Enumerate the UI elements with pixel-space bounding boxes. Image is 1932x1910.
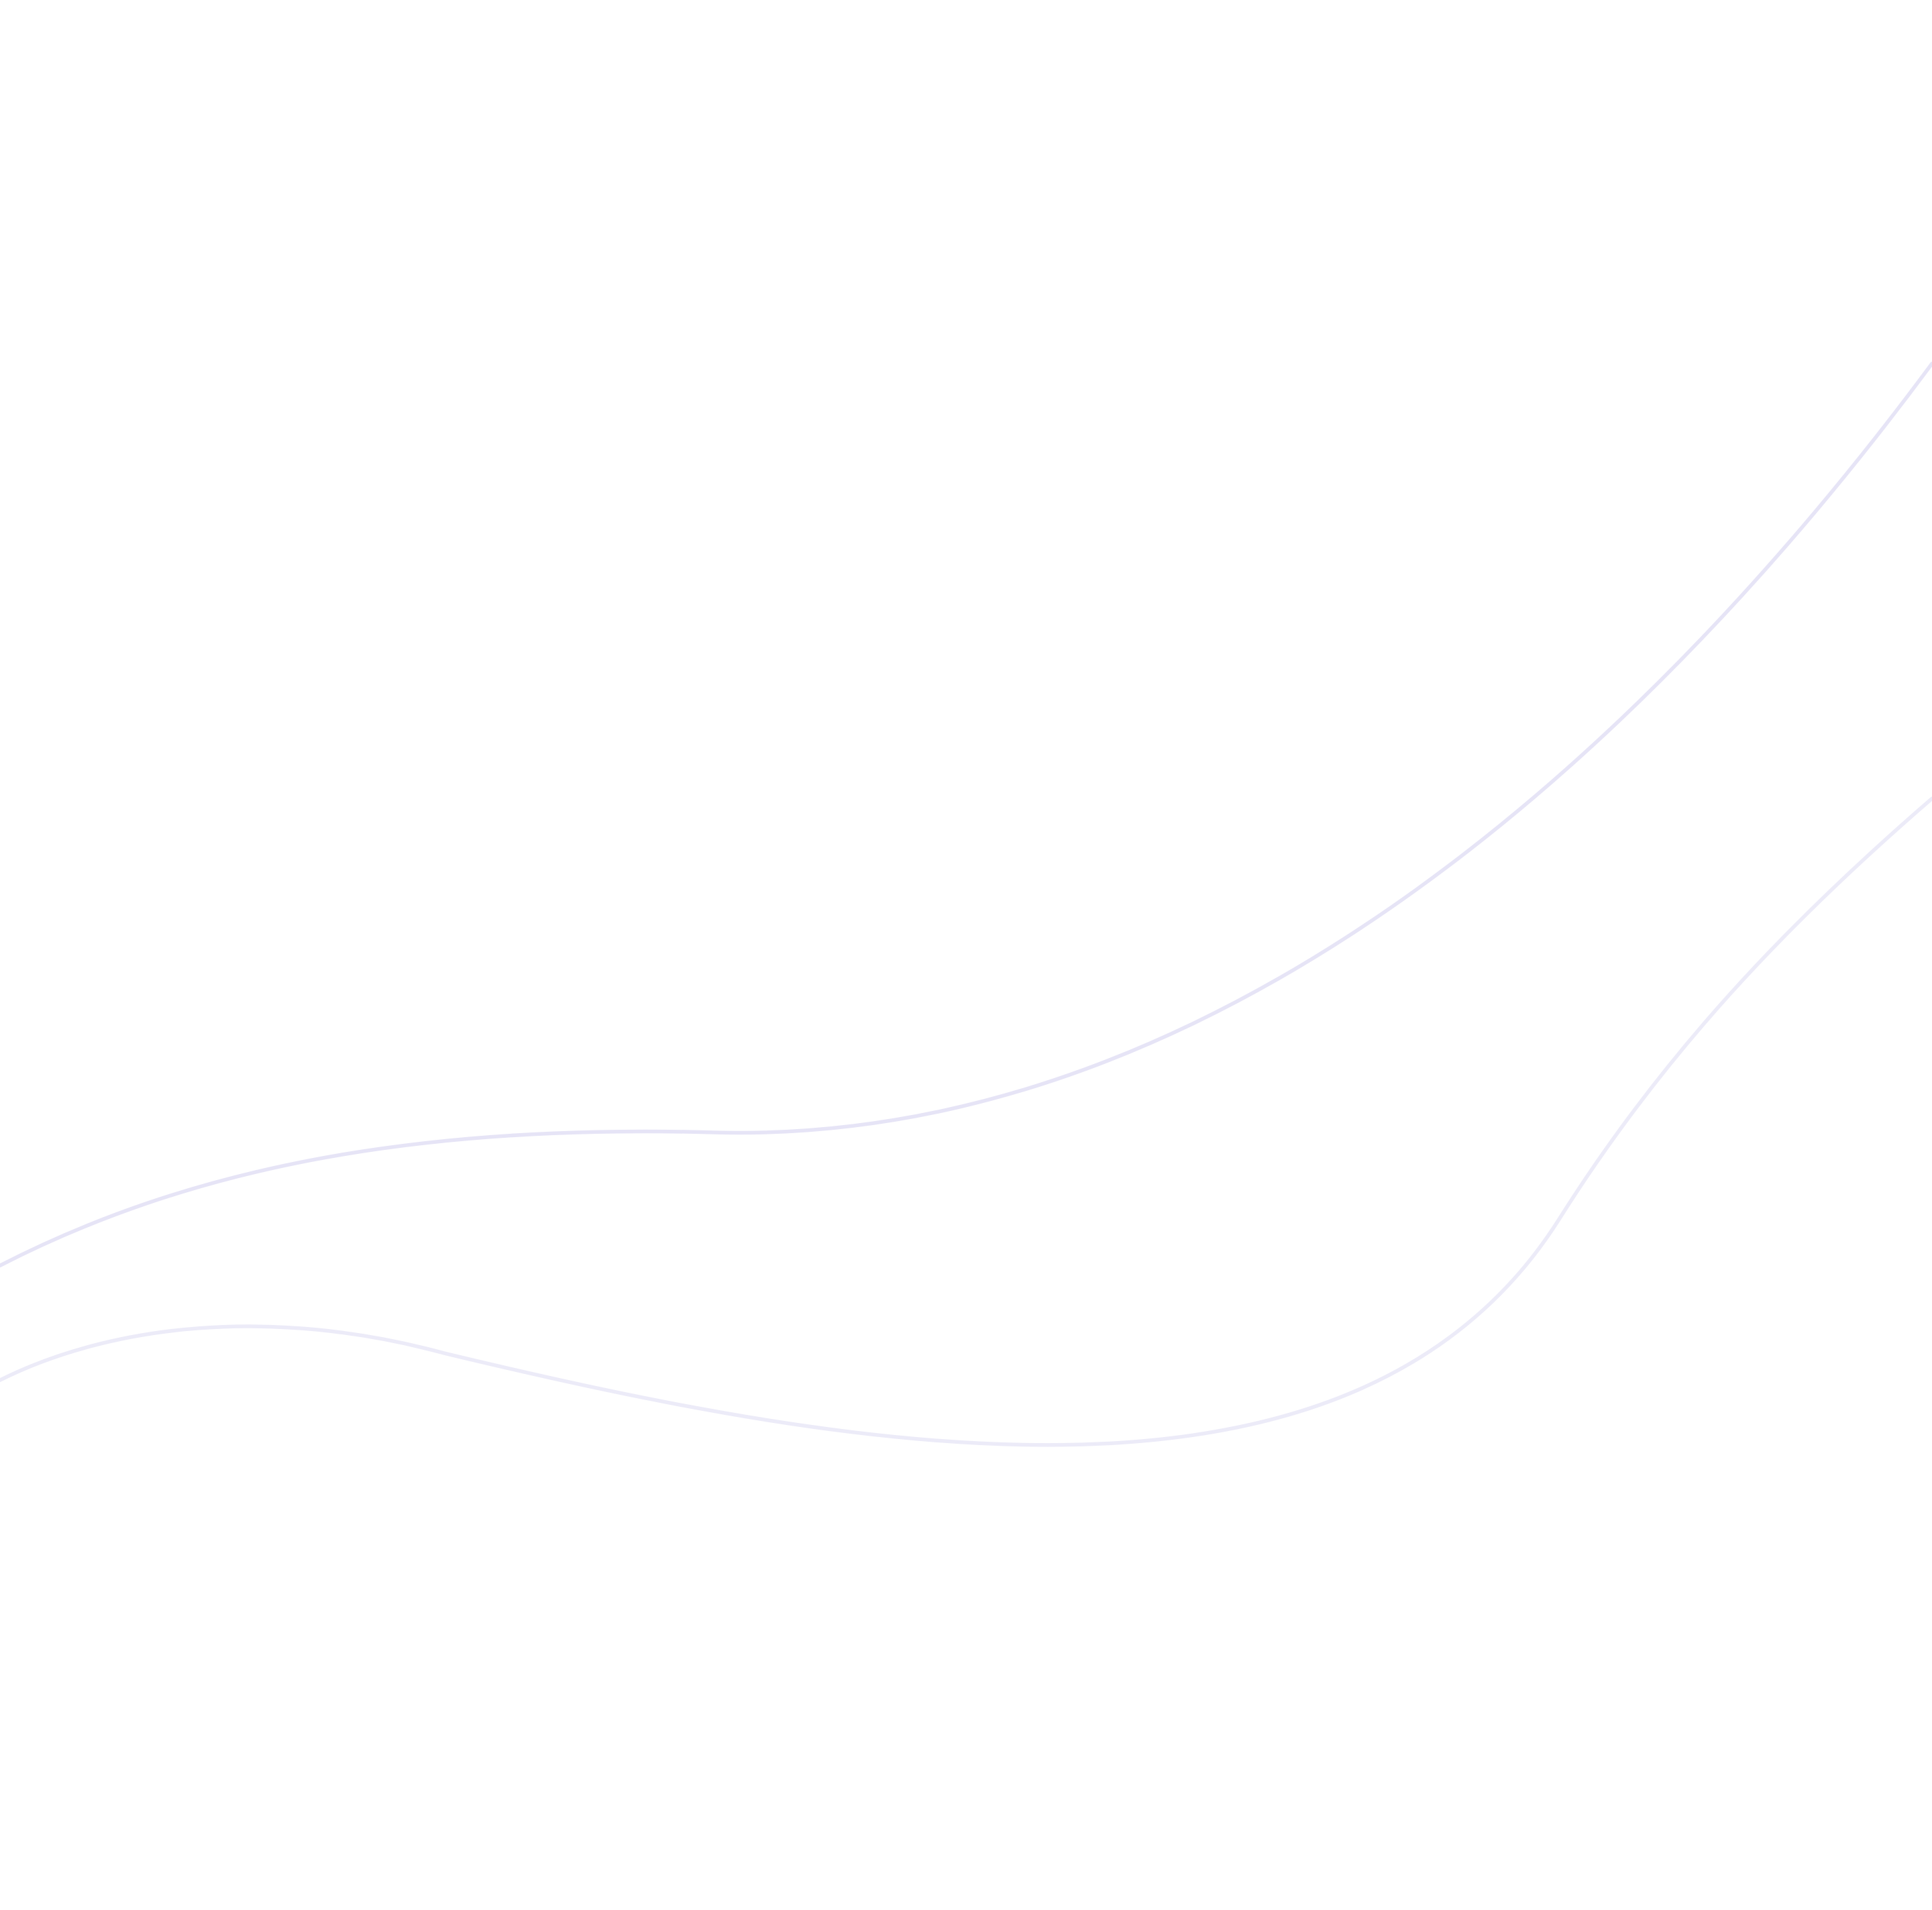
decorative-curve (0, 796, 1932, 1447)
decorative-curve (0, 362, 1932, 1268)
